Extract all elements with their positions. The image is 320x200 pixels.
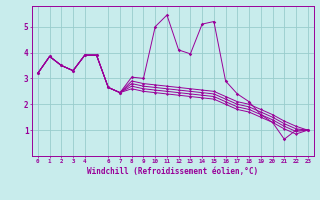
X-axis label: Windchill (Refroidissement éolien,°C): Windchill (Refroidissement éolien,°C)	[87, 167, 258, 176]
